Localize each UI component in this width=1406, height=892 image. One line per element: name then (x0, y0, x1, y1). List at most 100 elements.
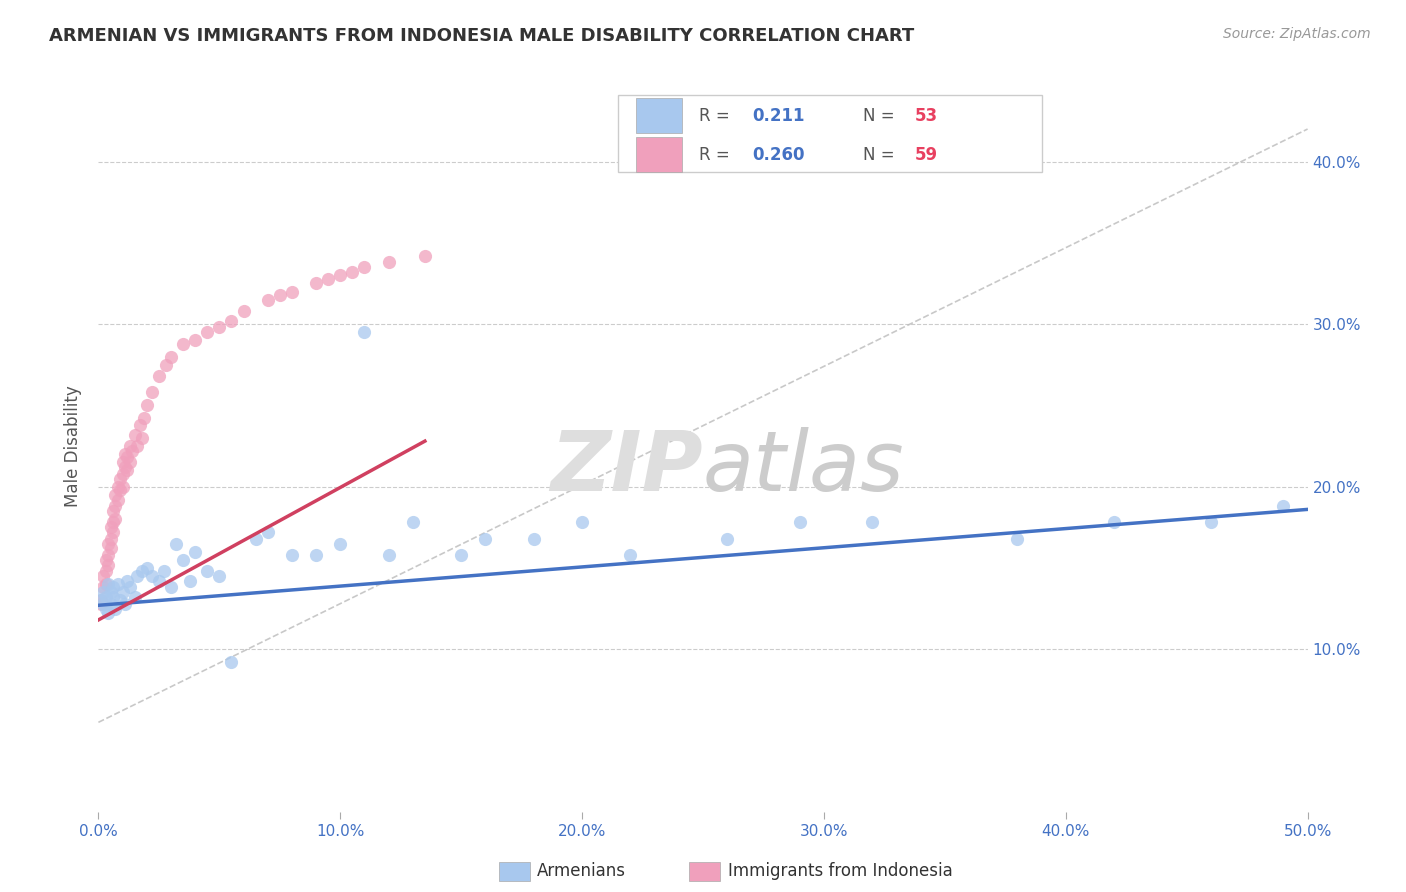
Point (94, 590, 117, 604)
Point (165, 536, 187, 550)
Point (104, 512, 127, 526)
Text: Immigrants from Indonesia: Immigrants from Indonesia (728, 863, 953, 880)
Point (90, 593, 112, 607)
Point (100, 585, 122, 599)
Point (342, 265, 364, 279)
Point (124, 590, 146, 604)
Point (127, 439, 149, 453)
Point (571, 516, 593, 530)
Point (135, 398, 157, 412)
Point (172, 336, 194, 351)
Point (100, 520, 122, 534)
FancyBboxPatch shape (637, 137, 682, 172)
Point (152, 564, 174, 578)
Point (195, 325, 218, 339)
Point (256, 525, 278, 540)
Point (1007, 532, 1029, 546)
Point (450, 548, 472, 562)
Point (97, 558, 120, 572)
Point (232, 304, 254, 318)
Point (127, 569, 149, 583)
Point (101, 504, 124, 518)
Point (100, 541, 122, 556)
Point (111, 480, 134, 494)
Point (94, 553, 117, 567)
Point (195, 564, 218, 578)
Point (118, 439, 141, 453)
Point (97, 577, 120, 591)
Point (111, 585, 134, 599)
Text: R =: R = (699, 107, 735, 125)
Point (135, 561, 157, 575)
Text: N =: N = (863, 107, 900, 125)
Point (101, 516, 124, 530)
Point (329, 536, 352, 550)
Point (179, 574, 201, 588)
Point (101, 525, 124, 540)
Point (108, 471, 131, 485)
Point (107, 492, 129, 507)
Point (305, 277, 328, 291)
Point (148, 369, 170, 384)
Point (114, 597, 136, 611)
Point (111, 467, 134, 481)
Text: 0.211: 0.211 (752, 107, 806, 125)
Point (789, 516, 811, 530)
Point (141, 569, 163, 583)
Point (94, 564, 117, 578)
Point (329, 268, 352, 283)
Point (100, 597, 122, 611)
Point (208, 320, 231, 334)
Point (619, 548, 641, 562)
Point (377, 255, 399, 269)
Point (104, 601, 127, 615)
Point (523, 532, 546, 546)
Point (281, 548, 304, 562)
Point (90, 593, 112, 607)
Point (91, 581, 114, 595)
Point (474, 532, 496, 546)
Point (1272, 499, 1295, 513)
Point (160, 581, 183, 595)
Point (184, 544, 207, 558)
Point (100, 532, 122, 546)
Point (117, 450, 139, 465)
Point (104, 488, 127, 502)
Point (118, 581, 141, 595)
Point (155, 358, 177, 372)
Point (281, 285, 304, 299)
Point (184, 334, 207, 348)
Point (91, 597, 114, 611)
Point (97, 536, 120, 550)
Point (221, 655, 243, 669)
Point (91, 569, 114, 583)
Point (1199, 516, 1222, 530)
Point (131, 431, 153, 445)
Y-axis label: Male Disability: Male Disability (65, 385, 83, 507)
Point (269, 288, 291, 302)
Text: Armenians: Armenians (537, 863, 626, 880)
Point (353, 260, 375, 275)
Text: Source: ZipAtlas.com: Source: ZipAtlas.com (1223, 27, 1371, 41)
Point (97, 607, 120, 621)
Point (716, 532, 738, 546)
Point (114, 447, 136, 461)
Point (128, 417, 150, 432)
Text: ARMENIAN VS IMMIGRANTS FROM INDONESIA MALE DISABILITY CORRELATION CHART: ARMENIAN VS IMMIGRANTS FROM INDONESIA MA… (49, 27, 914, 45)
Point (316, 271, 339, 285)
Text: 53: 53 (915, 107, 938, 125)
Point (94, 577, 117, 591)
Point (402, 516, 425, 530)
Point (160, 350, 183, 364)
Point (208, 569, 231, 583)
Point (111, 455, 134, 469)
Point (172, 553, 194, 567)
Point (377, 548, 399, 562)
Point (114, 460, 136, 475)
Point (94, 601, 117, 615)
Point (108, 593, 131, 607)
Text: 59: 59 (915, 145, 938, 164)
Point (108, 483, 131, 497)
Point (91, 585, 114, 599)
Point (117, 574, 139, 588)
